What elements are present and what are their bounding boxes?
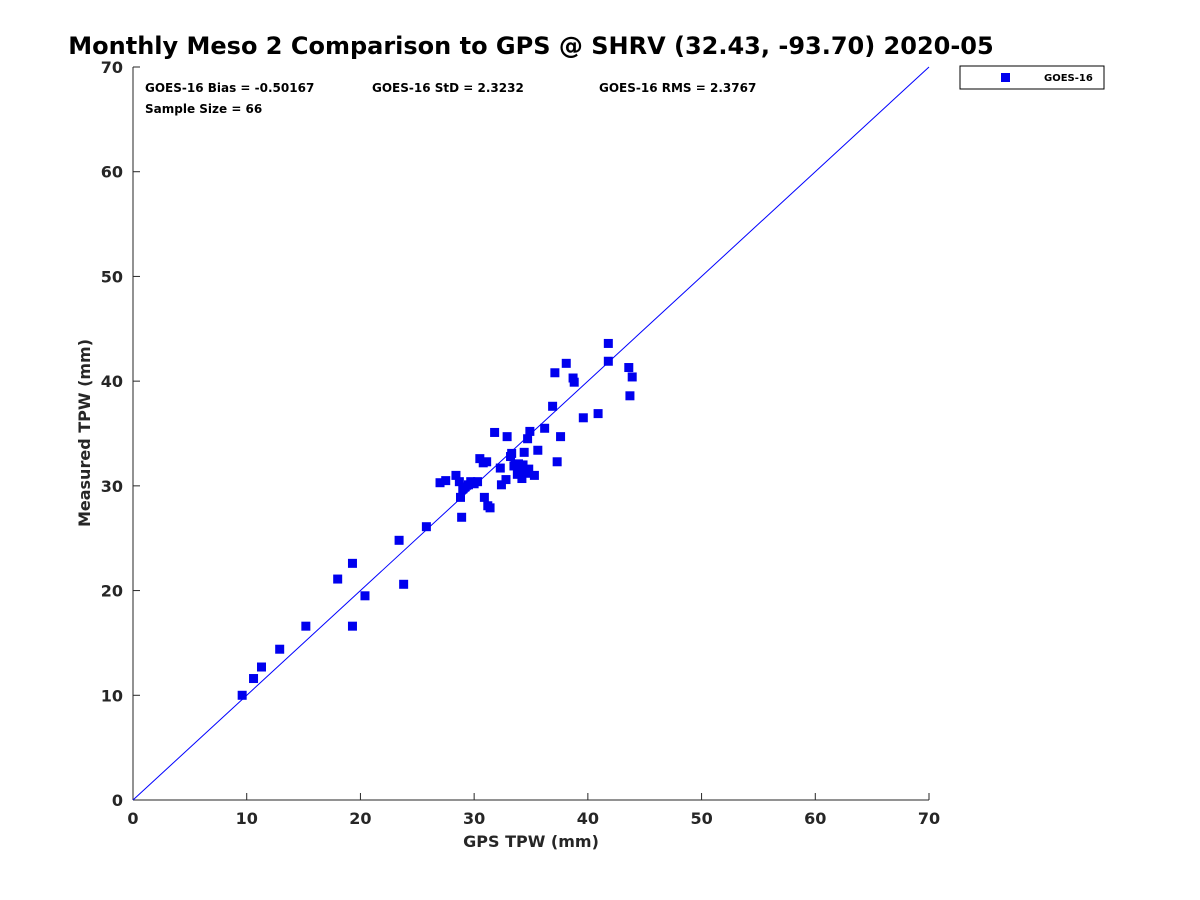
x-axis-label: GPS TPW (mm) [463, 832, 599, 851]
data-point [455, 492, 465, 502]
data-point [473, 477, 483, 487]
data-point [518, 460, 528, 470]
data-point [569, 377, 579, 387]
data-point [441, 476, 451, 486]
y-tick-label: 50 [101, 267, 123, 286]
x-tick-label: 70 [918, 809, 940, 828]
data-point [479, 492, 489, 502]
data-point [515, 465, 525, 475]
y-tick-label: 30 [101, 477, 123, 496]
axes: 0 10 20 30 40 50 60 70 0 10 20 30 40 50 60 70 [101, 58, 940, 828]
data-point [360, 591, 370, 601]
data-point [454, 477, 464, 487]
data-point [421, 522, 431, 532]
data-point [347, 558, 357, 568]
data-point [394, 535, 404, 545]
data-point [603, 338, 613, 348]
data-point [627, 372, 637, 382]
data-point [561, 358, 571, 368]
legend-box [959, 65, 1105, 90]
data-point [347, 621, 357, 631]
data-point [237, 690, 247, 700]
data-point [540, 423, 550, 433]
x-tick-label: 10 [236, 809, 258, 828]
sample-size-annotation: Sample Size = 66 [145, 102, 262, 116]
legend-marker-square [1001, 73, 1010, 82]
y-tick-label: 40 [101, 372, 123, 391]
legend-entry-goes16: GOES-16 [1044, 73, 1093, 84]
data-point [333, 574, 343, 584]
data-point [249, 674, 259, 684]
data-point [625, 391, 635, 401]
data-point [275, 644, 285, 654]
y-tick-label: 60 [101, 163, 123, 182]
data-point [593, 409, 603, 419]
rms-annotation: GOES-16 RMS = 2.3767 [599, 81, 756, 95]
data-point [495, 463, 505, 473]
data-point [490, 427, 500, 437]
x-tick-label: 30 [463, 809, 485, 828]
x-tick-label: 50 [690, 809, 712, 828]
data-point [519, 447, 529, 457]
y-tick-label: 20 [101, 582, 123, 601]
y-tick-label: 10 [101, 686, 123, 705]
data-point [510, 460, 520, 470]
data-point [301, 621, 311, 631]
data-point [435, 478, 445, 488]
x-tick-label: 60 [804, 809, 826, 828]
chart-title: Monthly Meso 2 Comparison to GPS @ SHRV … [68, 32, 993, 60]
y-tick-label: 70 [101, 58, 123, 77]
data-point [552, 457, 562, 467]
data-point [524, 464, 534, 474]
legend: GOES-16 [959, 65, 1105, 90]
data-point [550, 368, 560, 378]
data-points [237, 338, 637, 700]
data-point [533, 445, 543, 455]
data-point [457, 512, 467, 522]
y-tick-label: 0 [112, 791, 123, 810]
data-point [624, 363, 634, 373]
data-point [399, 579, 409, 589]
data-point [578, 413, 588, 423]
std-annotation: GOES-16 StD = 2.3232 [372, 81, 524, 95]
y-axis-label: Measured TPW (mm) [75, 339, 94, 527]
data-point [451, 470, 461, 480]
data-point [496, 480, 506, 490]
data-point [525, 426, 535, 436]
data-point [548, 401, 558, 411]
data-point [603, 356, 613, 366]
data-point [523, 434, 533, 444]
data-point [485, 503, 495, 513]
data-point [482, 457, 492, 467]
x-tick-label: 20 [349, 809, 371, 828]
data-point [556, 432, 566, 442]
data-point [256, 662, 266, 672]
bias-annotation: GOES-16 Bias = -0.50167 [145, 81, 314, 95]
data-point [507, 448, 517, 458]
data-point [501, 475, 511, 485]
x-tick-label: 0 [127, 809, 138, 828]
data-point [529, 470, 539, 480]
data-point [502, 432, 512, 442]
x-tick-label: 40 [577, 809, 599, 828]
data-point [517, 474, 527, 484]
